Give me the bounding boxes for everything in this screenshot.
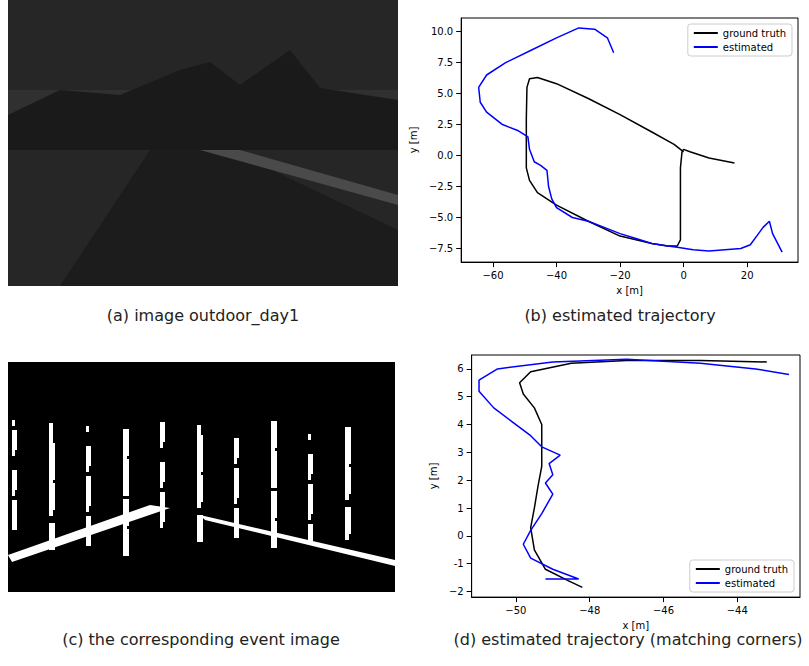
html-text:(d) estimated trajectory (matc: (d) estimated trajectory (matching corne… bbox=[453, 630, 803, 649]
svg-text:7.5: 7.5 bbox=[437, 57, 453, 68]
svg-text:x [m]: x [m] bbox=[616, 285, 643, 296]
svg-text:2.5: 2.5 bbox=[437, 119, 453, 130]
svg-text:-1: -1 bbox=[454, 558, 464, 569]
svg-text:estimated: estimated bbox=[723, 42, 773, 53]
svg-text:−48: −48 bbox=[579, 605, 600, 616]
svg-text:4: 4 bbox=[457, 419, 463, 430]
svg-text:−2.5: −2.5 bbox=[429, 181, 453, 192]
svg-text:−7.5: −7.5 bbox=[429, 243, 453, 254]
svg-text:−50: −50 bbox=[505, 605, 526, 616]
svg-text:−5.0: −5.0 bbox=[429, 212, 453, 223]
svg-text:−2: −2 bbox=[449, 586, 464, 597]
svg-text:−40: −40 bbox=[546, 270, 567, 281]
svg-text:ground truth: ground truth bbox=[723, 28, 786, 39]
svg-text:0: 0 bbox=[680, 270, 686, 281]
svg-text:5: 5 bbox=[457, 391, 463, 402]
html-text:(c) the corresponding event im: (c) the corresponding event image bbox=[62, 630, 340, 649]
svg-text:−46: −46 bbox=[653, 605, 674, 616]
svg-text:1: 1 bbox=[457, 503, 463, 514]
svg-text:6: 6 bbox=[457, 363, 463, 374]
svg-text:x [m]: x [m] bbox=[623, 620, 650, 631]
svg-text:10.0: 10.0 bbox=[431, 26, 453, 37]
svg-text:−60: −60 bbox=[482, 270, 503, 281]
svg-text:−20: −20 bbox=[610, 270, 631, 281]
svg-text:estimated: estimated bbox=[725, 578, 775, 589]
svg-text:2: 2 bbox=[457, 475, 463, 486]
svg-text:5.0: 5.0 bbox=[437, 88, 453, 99]
svg-text:ground truth: ground truth bbox=[725, 564, 788, 575]
svg-text:y [m]: y [m] bbox=[428, 463, 439, 490]
svg-text:20: 20 bbox=[741, 270, 754, 281]
svg-text:−44: −44 bbox=[727, 605, 748, 616]
svg-text:0.0: 0.0 bbox=[437, 150, 453, 161]
svg-text:0: 0 bbox=[457, 530, 463, 541]
svg-text:y [m]: y [m] bbox=[408, 127, 419, 154]
html-text:(b) estimated trajectory: (b) estimated trajectory bbox=[524, 306, 716, 325]
svg-text:3: 3 bbox=[457, 447, 463, 458]
html-text:(a) image outdoor_day1: (a) image outdoor_day1 bbox=[106, 306, 300, 325]
